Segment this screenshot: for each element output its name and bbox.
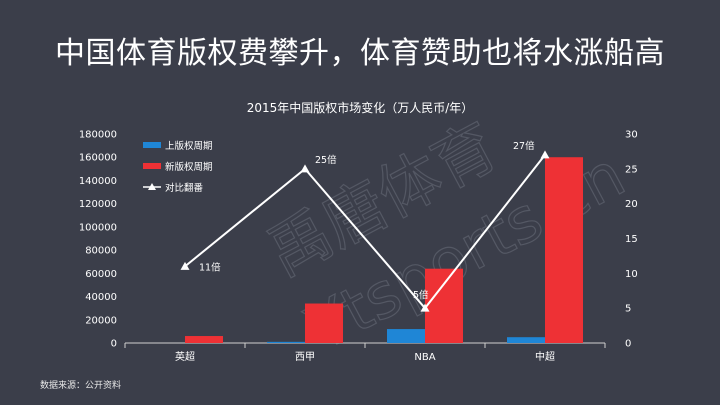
y-right-tick-label: 0 — [625, 339, 631, 350]
bar-new-cycle — [425, 268, 463, 343]
y-left-tick-label: 20000 — [85, 315, 117, 326]
source-note: 数据来源：公开资料 — [40, 381, 122, 391]
bar-new-cycle — [185, 336, 223, 343]
legend-swatch — [143, 142, 161, 148]
y-right-tick-label: 25 — [625, 164, 638, 175]
legend-label: 新版权周期 — [165, 161, 213, 173]
ratio-marker — [180, 261, 190, 270]
ratio-marker — [420, 303, 430, 312]
y-right-tick-label: 30 — [625, 130, 638, 141]
y-left-tick-label: 80000 — [85, 246, 117, 257]
x-tick-label: NBA — [414, 352, 435, 363]
x-tick-label: 中超 — [535, 350, 555, 363]
y-left-tick-label: 120000 — [79, 199, 117, 210]
ratio-data-label: 27倍 — [513, 140, 535, 152]
ratio-data-label: 11倍 — [199, 261, 221, 273]
ratio-data-label: 5倍 — [413, 289, 429, 301]
x-tick-label: 西甲 — [295, 352, 315, 363]
y-left-tick-label: 160000 — [79, 153, 117, 164]
legend-swatch — [143, 163, 161, 169]
y-left-tick-label: 100000 — [79, 222, 117, 233]
chart-line: 11倍 25倍 5倍 27倍 — [180, 140, 550, 312]
bar-new-cycle — [545, 157, 583, 343]
ratio-data-label: 25倍 — [315, 154, 337, 166]
ratio-marker — [300, 164, 310, 173]
y-right-tick-label: 5 — [625, 304, 631, 315]
chart-bars — [185, 157, 583, 343]
legend-label: 上版权周期 — [165, 140, 213, 152]
y-left-tick-label: 0 — [111, 339, 117, 350]
y-left-tick-label: 60000 — [85, 269, 117, 280]
ratio-line — [184, 154, 546, 310]
bar-new-cycle — [305, 303, 343, 343]
y-left-tick-label: 140000 — [79, 176, 117, 187]
y-right-tick-label: 20 — [625, 199, 638, 210]
bar-previous-cycle — [387, 329, 425, 343]
legend-label: 对比翻番 — [165, 182, 204, 194]
page-headline: 中国体育版权费攀升，体育赞助也将水涨船高 — [55, 36, 665, 71]
y-right-tick-label: 15 — [625, 234, 638, 245]
legend-marker — [148, 183, 156, 190]
bar-previous-cycle — [507, 337, 545, 343]
y-right-tick-label: 10 — [625, 269, 638, 280]
ratio-marker — [540, 150, 550, 159]
y-left-tick-label: 180000 — [79, 130, 117, 141]
y-left-tick-label: 40000 — [85, 292, 117, 303]
chart-title: 2015年中国版权市场变化（万人民币/年） — [247, 100, 474, 115]
bar-previous-cycle — [267, 341, 305, 343]
x-tick-label: 英超 — [175, 350, 195, 363]
